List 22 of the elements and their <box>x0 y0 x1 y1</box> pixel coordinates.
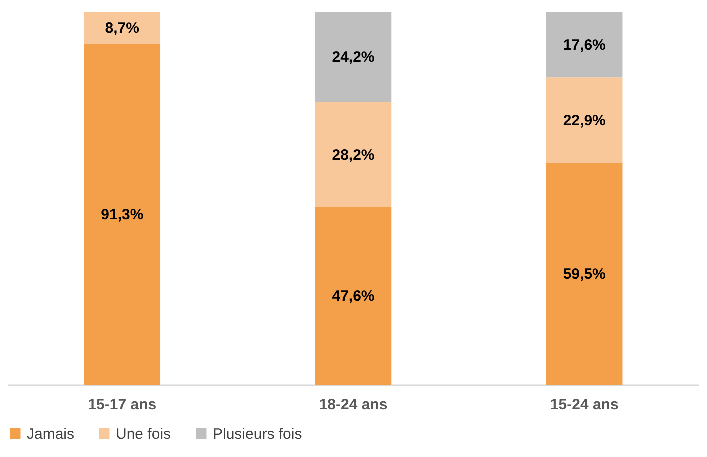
bar <box>315 102 392 208</box>
x-tick-label: 15-24 ans <box>550 396 619 414</box>
bar <box>315 12 392 102</box>
data-label: 28,2% <box>332 146 375 164</box>
legend-label: Jamais <box>27 426 75 443</box>
data-label: 24,2% <box>332 49 375 66</box>
legend-label: Plusieurs fois <box>213 426 302 443</box>
data-label: 22,9% <box>563 112 606 130</box>
data-label: 47,6% <box>332 288 375 306</box>
bar <box>546 12 623 78</box>
x-tick-label: 18-24 ans <box>319 396 388 414</box>
data-label: 17,6% <box>563 36 606 54</box>
bar <box>315 207 392 385</box>
bar <box>84 12 161 44</box>
bar <box>84 44 161 385</box>
bar <box>546 78 623 164</box>
legend-label: Une fois <box>116 426 172 443</box>
data-label: 8,7% <box>105 20 140 38</box>
data-label: 91,3% <box>101 206 144 224</box>
x-tick-label: 15-17 ans <box>88 396 157 414</box>
bar <box>546 163 623 385</box>
data-label: 59,5% <box>563 266 606 284</box>
